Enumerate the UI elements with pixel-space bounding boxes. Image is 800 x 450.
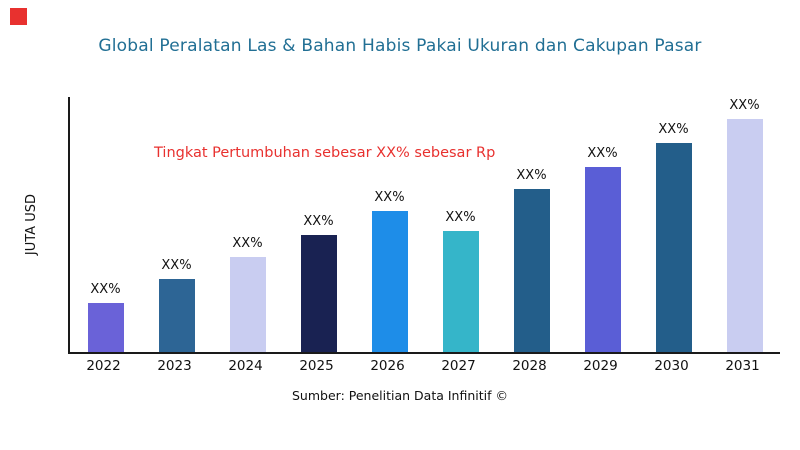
x-tick-2031: 2031 <box>725 358 760 374</box>
bar-2031 <box>726 119 763 352</box>
bar-value-label-2025: XX% <box>303 214 334 229</box>
bar-2026 <box>371 211 408 352</box>
bar-value-label-2026: XX% <box>374 190 405 205</box>
x-tick-2028: 2028 <box>512 358 547 374</box>
bar-value-label-2022: XX% <box>90 282 121 297</box>
bar-2027 <box>442 231 479 352</box>
chart-axes: XX% XX% XX% XX% XX% XX% XX% XX% XX% XX% Tingkat P… <box>68 97 780 354</box>
bar-group-2028: XX% <box>496 97 567 352</box>
bar-value-label-2030: XX% <box>658 122 689 137</box>
bar-group-2022: XX% <box>70 97 141 352</box>
source-attribution: Sumber: Penelitian Data Infinitif © <box>292 388 508 403</box>
bar-value-label-2027: XX% <box>445 210 476 225</box>
x-tick-2027: 2027 <box>441 358 476 374</box>
bar-value-label-2029: XX% <box>587 146 618 161</box>
bar-value-label-2023: XX% <box>161 258 192 273</box>
x-tick-2030: 2030 <box>654 358 689 374</box>
bar-group-2027: XX% <box>425 97 496 352</box>
red-square-logo-icon <box>10 8 27 25</box>
x-axis-ticks: 2022 2023 2024 2025 2026 2027 2028 2029 2030 2031 <box>68 358 778 374</box>
bar-group-2031: XX% <box>709 97 780 352</box>
x-tick-2025: 2025 <box>299 358 334 374</box>
bar-2022 <box>87 303 124 352</box>
y-axis-label: JUTA USD <box>24 193 39 256</box>
bar-2025 <box>300 235 337 352</box>
bar-group-2024: XX% <box>212 97 283 352</box>
bar-2024 <box>229 257 266 352</box>
bar-value-label-2028: XX% <box>516 168 547 183</box>
bar-group-2030: XX% <box>638 97 709 352</box>
chart-title: Global Peralatan Las & Bahan Habis Pakai… <box>98 36 702 56</box>
bar-group-2023: XX% <box>141 97 212 352</box>
y-axis-label-wrap: JUTA USD <box>24 97 39 352</box>
bar-group-2029: XX% <box>567 97 638 352</box>
bar-value-label-2024: XX% <box>232 236 263 251</box>
x-tick-2022: 2022 <box>86 358 121 374</box>
bar-group-2026: XX% <box>354 97 425 352</box>
plot-area: XX% XX% XX% XX% XX% XX% XX% XX% XX% XX% <box>70 97 780 352</box>
bar-2023 <box>158 279 195 352</box>
x-tick-2024: 2024 <box>228 358 263 374</box>
bar-group-2025: XX% <box>283 97 354 352</box>
x-tick-2023: 2023 <box>157 358 192 374</box>
bar-2028 <box>513 189 550 352</box>
bar-2030 <box>655 143 692 352</box>
x-tick-2026: 2026 <box>370 358 405 374</box>
bar-2029 <box>584 167 621 352</box>
growth-annotation: Tingkat Pertumbuhan sebesar XX% sebesar … <box>154 145 496 161</box>
bar-value-label-2031: XX% <box>729 98 760 113</box>
x-tick-2029: 2029 <box>583 358 618 374</box>
